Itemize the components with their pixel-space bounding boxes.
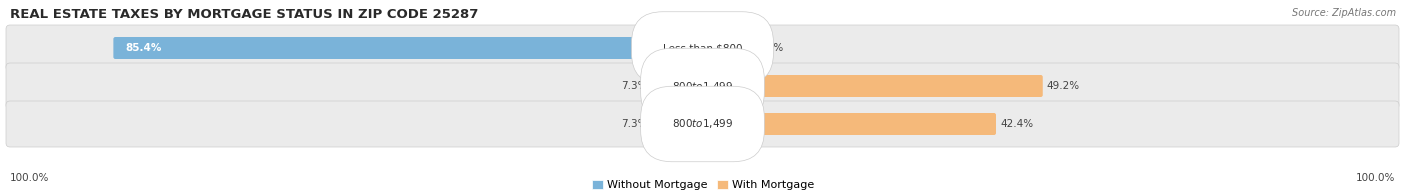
Legend: Without Mortgage, With Mortgage: Without Mortgage, With Mortgage: [592, 180, 814, 191]
FancyBboxPatch shape: [700, 113, 995, 135]
Text: REAL ESTATE TAXES BY MORTGAGE STATUS IN ZIP CODE 25287: REAL ESTATE TAXES BY MORTGAGE STATUS IN …: [10, 8, 478, 21]
Text: 49.2%: 49.2%: [1046, 81, 1080, 91]
Text: $800 to $1,499: $800 to $1,499: [672, 80, 733, 93]
Text: 7.3%: 7.3%: [662, 119, 692, 129]
FancyBboxPatch shape: [651, 113, 704, 135]
Text: $800 to $1,499: $800 to $1,499: [672, 117, 733, 131]
FancyBboxPatch shape: [700, 75, 1043, 97]
Text: 100.0%: 100.0%: [10, 173, 49, 183]
FancyBboxPatch shape: [6, 101, 1399, 147]
Text: 85.4%: 85.4%: [125, 43, 162, 53]
Text: 100.0%: 100.0%: [1355, 173, 1395, 183]
Text: 42.4%: 42.4%: [1000, 119, 1033, 129]
FancyBboxPatch shape: [6, 25, 1399, 71]
FancyBboxPatch shape: [114, 37, 704, 59]
Text: Source: ZipAtlas.com: Source: ZipAtlas.com: [1292, 8, 1396, 18]
FancyBboxPatch shape: [651, 75, 704, 97]
Text: 7.3%: 7.3%: [662, 81, 692, 91]
Text: 7.3%: 7.3%: [621, 81, 647, 91]
FancyBboxPatch shape: [6, 63, 1399, 109]
Text: 0.0%: 0.0%: [758, 43, 783, 53]
Text: 7.3%: 7.3%: [621, 119, 647, 129]
Text: Less than $800: Less than $800: [662, 43, 742, 53]
